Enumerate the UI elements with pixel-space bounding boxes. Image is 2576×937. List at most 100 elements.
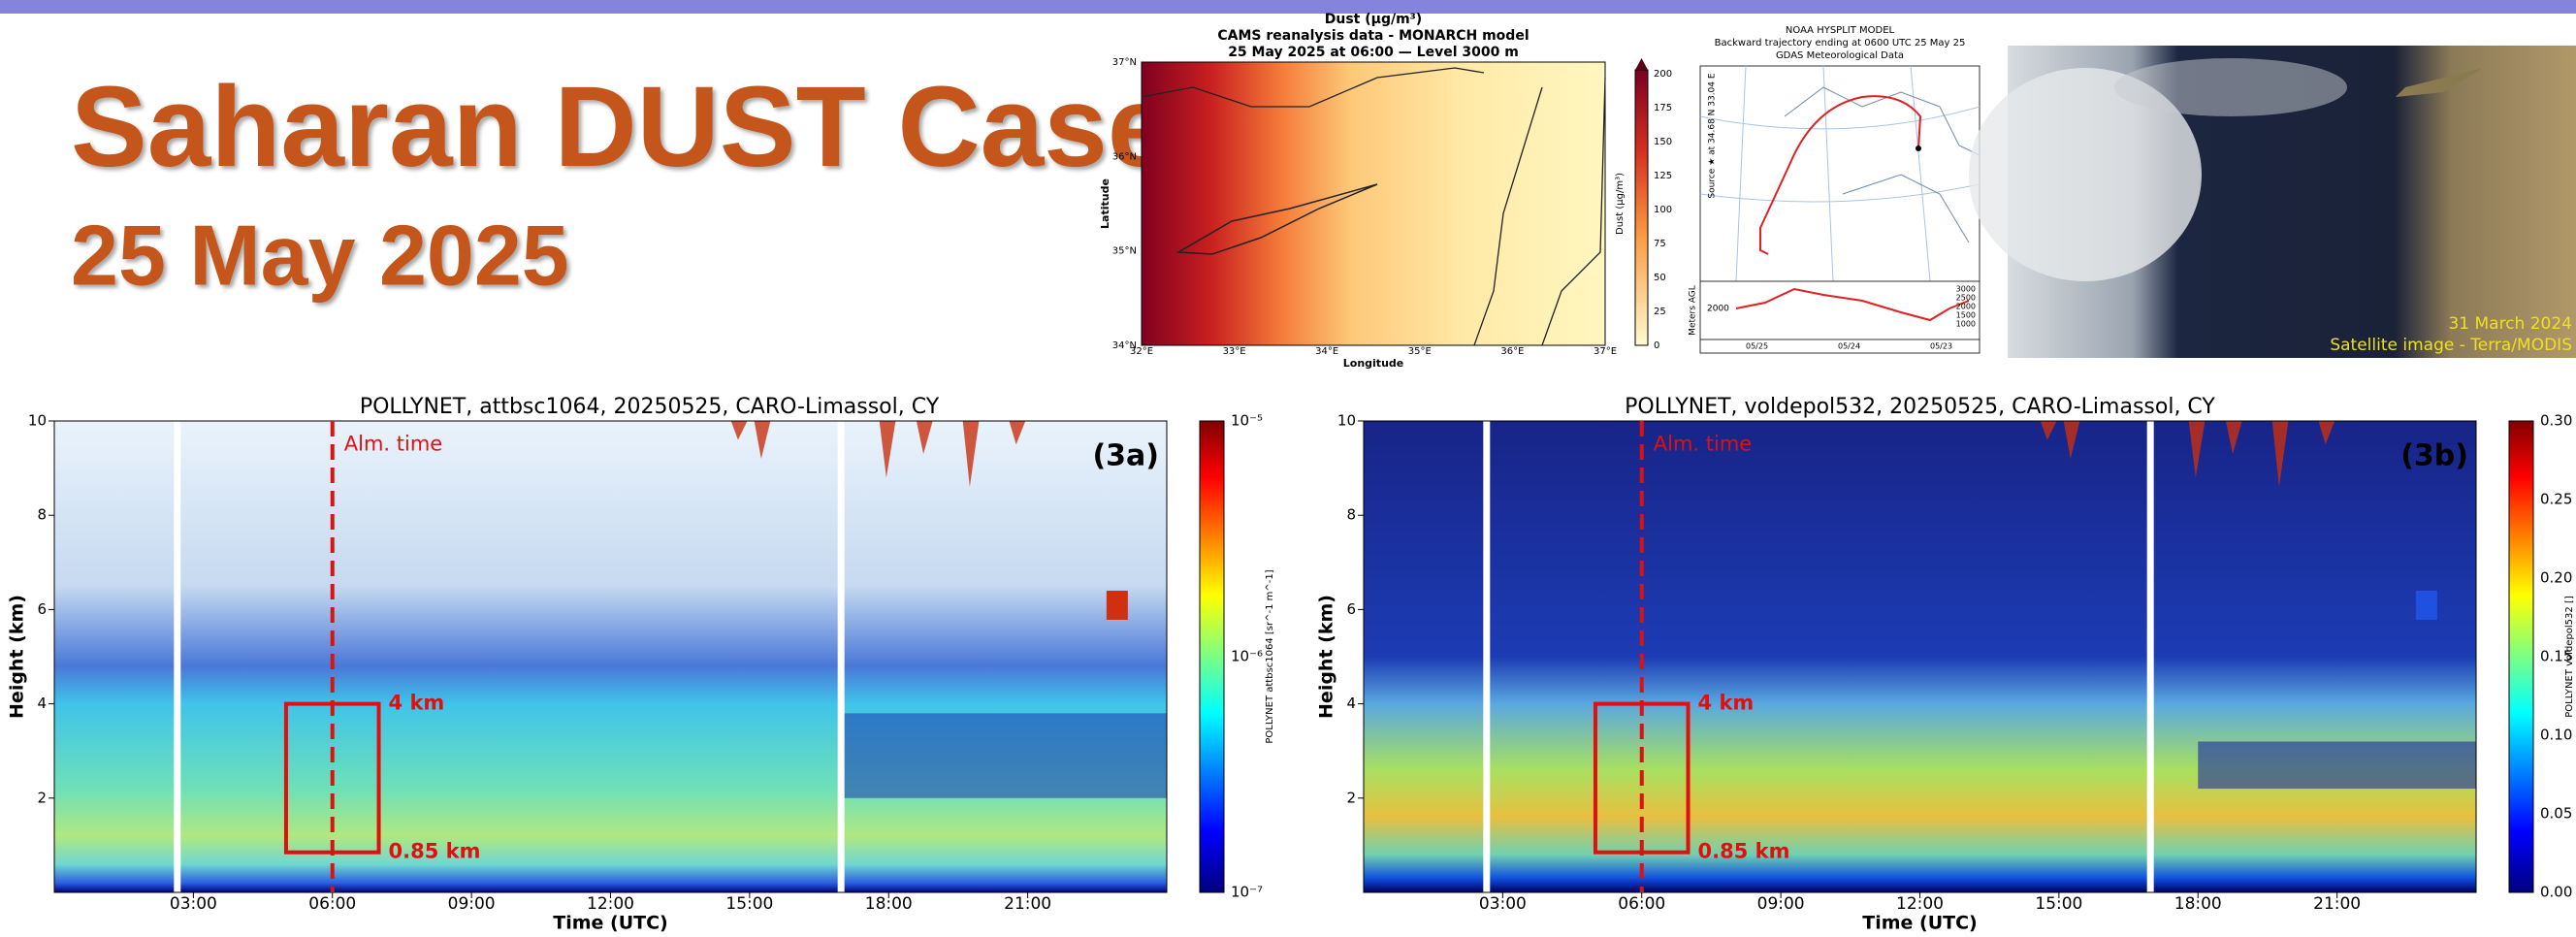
- date-tick-label: 05/25: [1746, 342, 1768, 351]
- plot-title: POLLYNET, voldepol532, 20250525, CARO-Li…: [1625, 395, 2215, 419]
- top-bar: [0, 0, 2576, 14]
- x-tick-label: 18:00: [2174, 894, 2222, 914]
- y-tick-label: 10: [28, 412, 47, 430]
- x-tick-label: 32°E: [1130, 346, 1153, 357]
- colorbar-tick-label: 100: [1654, 205, 1672, 215]
- x-tick-label: 15:00: [725, 894, 773, 914]
- y-tick-label: 4: [37, 695, 47, 712]
- x-tick-label: 36°E: [1500, 346, 1524, 357]
- x-tick-label: 34°E: [1315, 346, 1338, 357]
- colorbar-tick-label: 0.15: [2540, 648, 2572, 665]
- top-label: 4 km: [389, 692, 445, 715]
- cirrus-streak: [754, 421, 771, 459]
- top-label: 4 km: [1698, 692, 1755, 715]
- cirrus-streak: [2318, 421, 2335, 445]
- colorbar-label: Dust (µg/m³): [1615, 173, 1626, 235]
- colorbar: [1199, 420, 1225, 893]
- cirrus-streak: [2225, 421, 2242, 455]
- slide-subtitle: 25 May 2025: [71, 207, 569, 303]
- x-tick-label: 33°E: [1223, 346, 1246, 357]
- layer-box: [1593, 701, 1690, 855]
- trajectory-frame: [1699, 65, 1980, 354]
- height-tick-label: 2000: [1956, 303, 1976, 311]
- alm-time-label: Alm. time: [1654, 432, 1752, 455]
- x-tick-label: 09:00: [448, 894, 496, 914]
- x-tick-label: 18:00: [865, 894, 913, 914]
- y-tick-label: 34°N: [1112, 340, 1137, 351]
- y-tick-label: 8: [37, 506, 47, 524]
- colorbar: [1634, 69, 1649, 346]
- y-tick-label: 4: [1346, 695, 1356, 712]
- colorbar-label: POLLYNET attbsc1064 [sr^-1 m^-1]: [1265, 569, 1275, 743]
- colorbar-tick-label: 0: [1654, 340, 1659, 351]
- lidar-image: [54, 421, 1167, 892]
- alm-time-label: Alm. time: [344, 432, 442, 455]
- source-label: Source ★ at 34.68 N 33.04 E: [1708, 73, 1718, 198]
- cirrus-streak: [730, 421, 748, 440]
- colorbar-tick-label: 0.00: [2540, 884, 2572, 901]
- cirrus-streak: [2063, 421, 2080, 459]
- panel-label: (3b): [2400, 439, 2468, 473]
- panel-label: (3a): [1092, 439, 1159, 473]
- y-tick-label: 6: [37, 600, 47, 618]
- trajectory-line: [1759, 95, 1922, 255]
- x-axis-label: Longitude: [1343, 357, 1403, 370]
- data-gap: [837, 421, 845, 892]
- cloud-patch: [1106, 590, 1128, 620]
- x-tick-label: 09:00: [1757, 894, 1805, 914]
- x-tick-label: 15:00: [2035, 894, 2082, 914]
- colorbar: [2508, 420, 2534, 893]
- x-tick-label: 21:00: [1004, 894, 1051, 914]
- trajectory-panel: NOAA HYSPLIT MODEL Backward trajectory en…: [1689, 25, 1980, 354]
- x-axis-label: Time (UTC): [1862, 913, 1977, 934]
- coastline: [1175, 183, 1378, 255]
- cirrus-streak: [2271, 421, 2289, 488]
- height-tick-label: 3000: [1956, 285, 1976, 294]
- satellite-caption: Satellite image - Terra/MODIS: [2330, 336, 2572, 355]
- colorbar-tick-label: 175: [1654, 103, 1672, 113]
- colorbar-tick-label: 0.05: [2540, 805, 2572, 823]
- date-tick-label: 05/23: [1930, 342, 1952, 351]
- cirrus-streak: [2188, 421, 2206, 478]
- satellite-image: 31 March 2024 Satellite image - Terra/MOD…: [1969, 46, 2576, 358]
- data-gap: [2146, 421, 2154, 892]
- height-tick-label: 1500: [1956, 311, 1976, 320]
- trajectory-title: GDAS Meteorological Data: [1776, 50, 1904, 61]
- map-title: Dust (µg/m³): [1325, 12, 1422, 27]
- x-tick-label: 06:00: [308, 894, 356, 914]
- cyprus: [2396, 68, 2483, 97]
- height-tick-label: 2500: [1956, 294, 1976, 303]
- x-tick-label: 37°E: [1594, 346, 1617, 357]
- y-axis-label: Latitude: [1099, 178, 1111, 229]
- map-area: [1141, 61, 1606, 346]
- y-axis-label: Height (km): [7, 595, 28, 719]
- trajectory-title: NOAA HYSPLIT MODEL: [1786, 25, 1895, 36]
- borders: [1141, 67, 1606, 346]
- colorbar-tick-label: 25: [1654, 307, 1666, 317]
- x-axis-label: Time (UTC): [553, 913, 667, 934]
- satellite-caption: 31 March 2024: [2448, 314, 2572, 334]
- colorbar-tick-label: 125: [1654, 171, 1672, 181]
- date-tick-label: 05/24: [1838, 342, 1860, 351]
- colorbar-tick-label: 75: [1654, 239, 1666, 249]
- clouds: [2114, 58, 2347, 116]
- colorbar-tick-label: 0.10: [2540, 727, 2572, 744]
- x-tick-label: 03:00: [170, 894, 217, 914]
- y-tick-label: 6: [1346, 600, 1356, 618]
- cirrus-streak: [916, 421, 933, 455]
- x-tick-label: 06:00: [1618, 894, 1665, 914]
- x-tick-label: 12:00: [1896, 894, 1944, 914]
- height-tick-label: 1000: [1956, 320, 1976, 329]
- cirrus-streak: [1009, 421, 1026, 445]
- x-tick-label: 12:00: [587, 894, 634, 914]
- colorbar-tick-label: 10⁻⁷: [1231, 884, 1263, 901]
- source-point: [1916, 145, 1921, 151]
- colorbar-tick-label: 150: [1654, 137, 1672, 147]
- slide-title: Saharan DUST Case: [71, 63, 1172, 191]
- bottom-label: 0.85 km: [1698, 840, 1790, 863]
- data-gap: [174, 421, 181, 892]
- cirrus-streak: [879, 421, 896, 478]
- low-layer: [2198, 741, 2476, 790]
- cirrus-streak: [2040, 421, 2057, 440]
